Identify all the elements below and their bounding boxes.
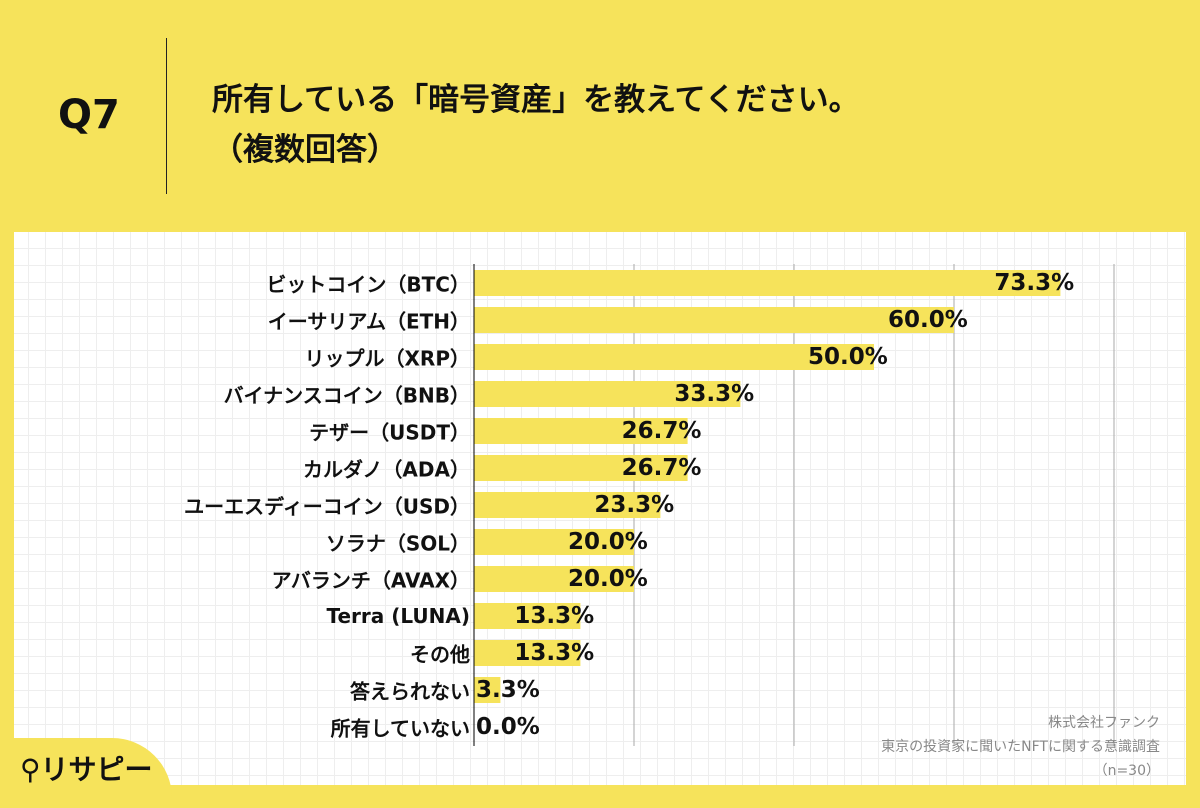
value-label: 26.7% <box>621 418 702 444</box>
category-label: ユーエスディーコイン（USD） <box>184 494 470 519</box>
bar <box>474 270 1061 296</box>
category-label: 答えられない <box>350 679 470 704</box>
bar <box>474 677 501 703</box>
bar <box>474 566 634 592</box>
bar <box>474 640 581 666</box>
value-label: 60.0% <box>888 307 968 333</box>
bar <box>474 529 634 555</box>
bar <box>474 418 688 444</box>
bar <box>474 492 661 518</box>
logo: ⚲リサピー <box>20 748 153 788</box>
source-survey: 東京の投資家に聞いたNFTに関する意識調査 <box>881 739 1160 755</box>
category-label: テザー（USDT） <box>309 420 470 445</box>
bar <box>474 381 741 407</box>
category-label: リップル（XRP） <box>304 346 470 371</box>
source-company: 株式会社ファンク <box>1048 715 1160 731</box>
value-label: 3.3% <box>476 677 540 703</box>
divider <box>166 38 167 194</box>
category-label: ソラナ（SOL） <box>325 531 470 556</box>
question-number: Q7 <box>58 92 120 138</box>
value-label: 13.3% <box>514 640 595 666</box>
chart-subtitle: （複数回答） <box>212 132 398 168</box>
value-label: 20.0% <box>568 566 648 592</box>
value-label: 50.0% <box>808 344 888 370</box>
category-label: その他 <box>410 642 470 667</box>
category-label: 所有していない <box>330 716 470 741</box>
value-label: 33.3% <box>674 381 755 407</box>
value-label: 26.7% <box>621 455 702 481</box>
value-label: 73.3% <box>994 270 1075 296</box>
value-label: 13.3% <box>514 603 595 629</box>
logo-text: リサピー <box>40 753 153 786</box>
category-label: バイナンスコイン（BNB） <box>223 383 470 408</box>
chart-title: 所有している「暗号資産」を教えてください。 <box>212 82 860 118</box>
bar <box>474 603 581 629</box>
category-label: イーサリアム（ETH） <box>267 309 470 334</box>
value-label: 23.3% <box>594 492 675 518</box>
category-label: ビットコイン（BTC） <box>266 272 470 297</box>
bar <box>474 455 688 481</box>
source-sample: （n=30） <box>1093 763 1160 779</box>
category-label: アバランチ（AVAX） <box>271 568 470 593</box>
logo-tab <box>0 738 172 808</box>
bar <box>474 344 874 370</box>
pin-icon: ⚲ <box>20 753 41 786</box>
value-label: 0.0% <box>476 714 540 740</box>
value-label: 20.0% <box>568 529 648 555</box>
category-label: Terra (LUNA) <box>326 604 470 628</box>
category-label: カルダノ（ADA） <box>303 457 470 482</box>
bar <box>474 307 954 333</box>
